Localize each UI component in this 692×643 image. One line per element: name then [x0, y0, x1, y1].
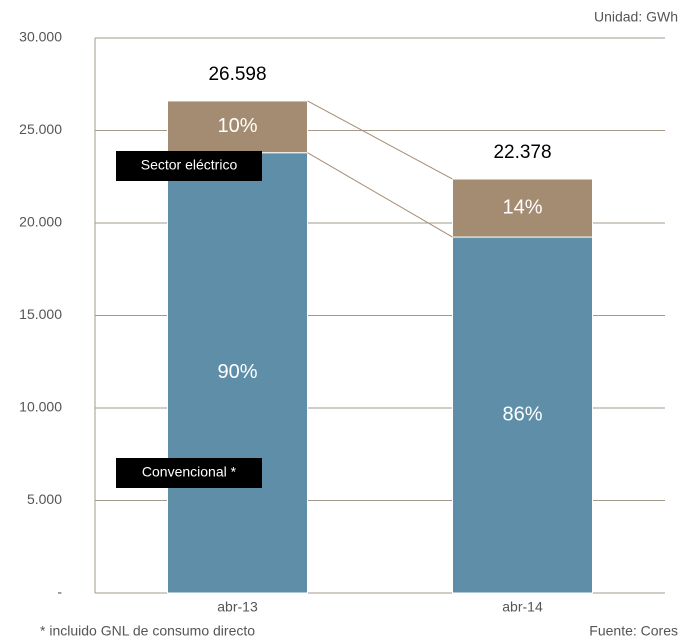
y-tick-label: 15.000: [19, 306, 62, 322]
unit-note: Unidad: GWh: [594, 9, 678, 25]
legend-label: Convencional *: [142, 464, 237, 480]
legend-label: Sector eléctrico: [141, 157, 238, 173]
x-tick-label: abr-13: [217, 599, 258, 615]
share-label: 10%: [217, 115, 257, 137]
bar-segment: [167, 100, 308, 154]
y-tick-label: 20.000: [19, 214, 62, 230]
y-tick-label: 25.000: [19, 121, 62, 137]
legend-box: [116, 458, 262, 488]
y-tick-label: 30.000: [19, 29, 62, 45]
y-tick-label: 5.000: [27, 491, 62, 507]
source: Fuente: Cores: [589, 623, 678, 639]
legend-box: [116, 151, 262, 181]
y-tick-label: -: [57, 584, 62, 600]
connector-line: [307, 100, 453, 180]
share-label: 14%: [502, 196, 542, 218]
bar-segment: [167, 152, 308, 594]
bar-segment: [452, 178, 593, 238]
y-tick-label: 10.000: [19, 399, 62, 415]
footnote: * incluido GNL de consumo directo: [40, 623, 255, 639]
share-label: 90%: [217, 361, 257, 383]
total-label: 26.598: [208, 64, 266, 85]
x-tick-label: abr-14: [502, 599, 543, 615]
connector-line: [307, 152, 453, 238]
bar-segment: [452, 236, 593, 594]
total-label: 22.378: [493, 142, 551, 163]
share-label: 86%: [502, 403, 542, 425]
